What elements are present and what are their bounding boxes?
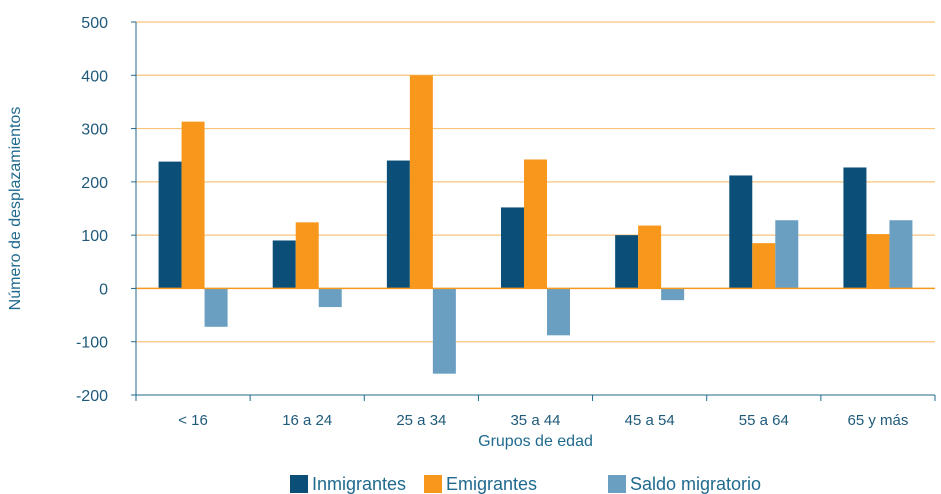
legend-swatch [424,475,442,493]
y-tick-label: 300 [81,122,108,139]
bar-emigrantes [638,225,662,289]
y-tick-label: 400 [81,68,108,85]
legend-label: Saldo migratorio [630,474,761,494]
bar-inmigrantes [272,240,296,289]
bar-saldo-migratorio [889,220,913,289]
x-tick-label: 45 a 54 [625,412,675,429]
x-axis-title: Grupos de edad [478,433,593,450]
bars [158,75,913,374]
bar-inmigrantes [158,161,182,289]
bar-inmigrantes [615,235,639,289]
legend-item: Inmigrantes [290,474,406,494]
bar-emigrantes [866,234,890,289]
x-tick-label: 16 a 24 [282,412,332,429]
x-tick-label: < 16 [178,412,208,429]
x-tick-labels: < 16 16 a 24 25 a 34 35 a 44 45 a 54 55 a 64 6… [178,412,908,429]
legend-swatch [608,475,626,493]
y-tick-label: -200 [76,388,108,405]
bar-inmigrantes [843,167,867,289]
legend-swatch [290,475,308,493]
bar-emigrantes [181,121,205,289]
bar-inmigrantes [501,207,524,289]
y-tick-label: 0 [99,281,108,298]
bar-saldo-migratorio [775,220,799,289]
bar-inmigrantes [386,160,410,289]
bar-emigrantes [524,159,547,289]
bar-emigrantes [752,243,776,289]
y-tick-label: 200 [81,175,108,192]
x-tick-label: 35 a 44 [510,412,560,429]
bar-emigrantes [409,75,433,289]
bar-saldo-migratorio [204,288,228,327]
x-tick-label: 65 y más [847,412,908,429]
x-tick-label: 25 a 34 [396,412,446,429]
legend-item: Saldo migratorio [608,474,761,494]
bar-saldo-migratorio [432,288,456,374]
y-tick-label: -100 [76,335,108,352]
x-tick-label: 55 a 64 [739,412,789,429]
bar-saldo-migratorio [661,288,685,301]
legend-item: Emigrantes [424,474,537,494]
y-tick-label: 100 [81,228,108,245]
y-axis-title: Número de desplazamientos [7,107,24,311]
y-tick-labels: 500 400 300 200 100 0 -100 -200 [76,15,108,405]
bar-saldo-migratorio [547,288,570,336]
legend-label: Emigrantes [446,474,537,494]
y-tick-label: 500 [81,15,108,32]
bar-inmigrantes [729,175,753,289]
legend-label: Inmigrantes [312,474,406,494]
legend: Inmigrantes Emigrantes Saldo migratorio [290,474,761,494]
bar-saldo-migratorio [318,288,342,308]
axes [131,21,936,401]
bar-emigrantes [295,222,319,289]
